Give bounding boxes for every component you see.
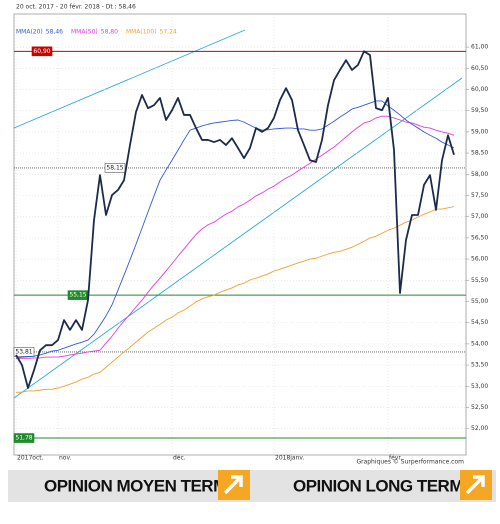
y-tick-label: 54,00	[471, 340, 488, 347]
legend-value: 57,24	[160, 29, 177, 36]
y-tick-label: 60,00	[471, 86, 488, 93]
arrow-icon	[465, 475, 485, 495]
legend-name: MMA(100)	[126, 29, 157, 36]
y-tick-label: 55,00	[471, 298, 488, 305]
level-box	[31, 46, 53, 57]
trend-line	[13, 29, 246, 129]
y-tick-label: 52,50	[471, 404, 488, 411]
y-tick-label: 54,50	[471, 319, 488, 326]
level-box	[104, 163, 126, 173]
opinion-text: OPINION MOYEN TERME	[44, 476, 238, 495]
chart-title: 20 oct. 2017 - 20 févr. 2018 - Dt : 58,4…	[16, 4, 136, 11]
ma-line	[15, 100, 455, 359]
legend-name: MMA(20)	[16, 29, 43, 36]
x-tick-label: févr.	[389, 455, 402, 462]
x-tick-label: déc.	[173, 455, 186, 462]
trend-line	[13, 77, 463, 399]
level-label: 51,78	[15, 435, 32, 442]
y-tick-label: 56,50	[471, 234, 488, 241]
y-tick-label: 59,00	[471, 128, 488, 135]
level-label: 55,15	[69, 292, 86, 299]
opinion-bar	[8, 470, 496, 502]
legend-value: 58,80	[101, 29, 118, 36]
ma-line	[16, 206, 455, 393]
y-tick-label: 61,00	[471, 44, 488, 51]
price-line	[15, 50, 455, 389]
level-label: 53,81	[15, 348, 32, 355]
legend-value: 58,46	[46, 29, 63, 36]
plot-frame	[13, 13, 467, 456]
level-box	[13, 433, 35, 443]
y-tick-label: 56,00	[471, 256, 488, 263]
y-tick-label: 52,00	[471, 425, 488, 432]
y-tick-label: 59,50	[471, 107, 488, 114]
level-label: 60,90	[33, 48, 50, 55]
source: Graphiques © Surperformance.com	[356, 459, 464, 466]
x-tick-label: nov.	[59, 455, 72, 462]
y-tick-label: 58,00	[471, 171, 488, 178]
legend-name: MMA(50)	[71, 29, 98, 36]
y-tick-label: 53,50	[471, 362, 488, 369]
x-tick-label: 2017oct.	[17, 455, 44, 462]
y-tick-label: 60,50	[471, 65, 488, 72]
y-tick-label: 57,50	[471, 192, 488, 199]
y-tick-label: 55,50	[471, 277, 488, 284]
level-label: 58,15	[106, 164, 123, 171]
x-tick-label: 2018janv.	[275, 455, 305, 462]
y-tick-label: 57,00	[471, 213, 488, 220]
arrow-icon	[223, 475, 243, 495]
y-tick-label: 53,00	[471, 383, 488, 390]
opinion-text: OPINION LONG TERME	[293, 476, 474, 495]
y-tick-label: 58,50	[471, 150, 488, 157]
ma-line	[16, 115, 455, 359]
